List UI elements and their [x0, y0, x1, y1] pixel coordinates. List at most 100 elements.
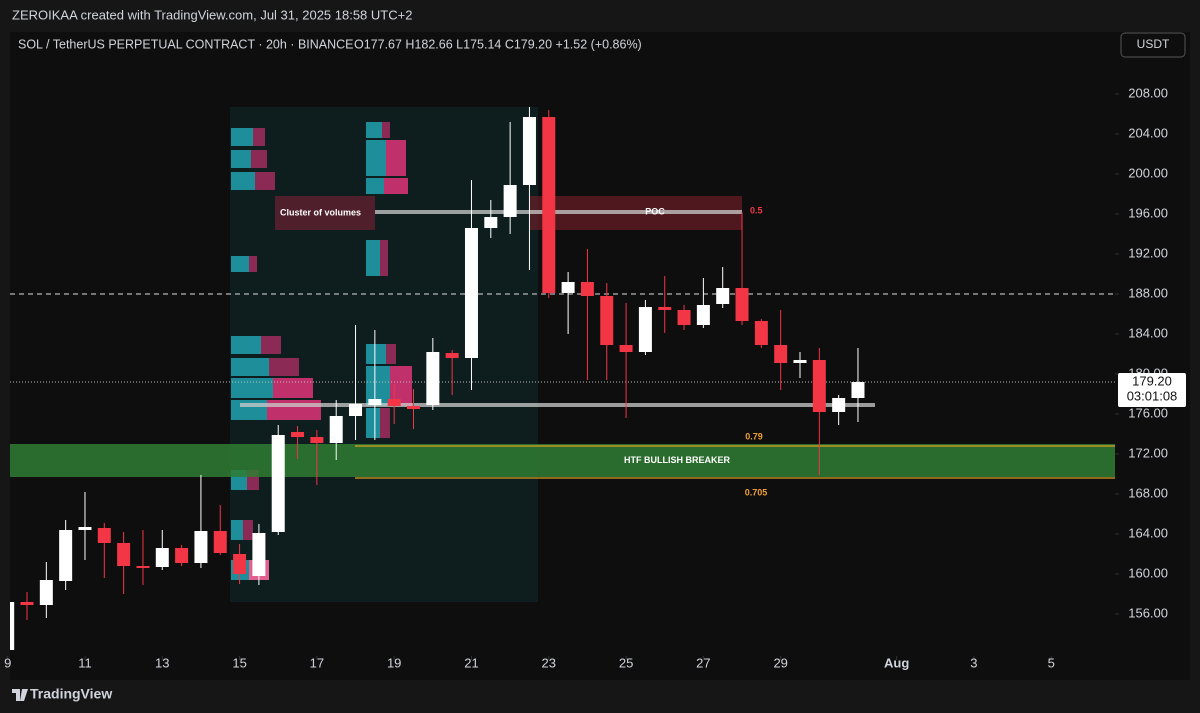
- volume-cluster-label: Cluster of volumes: [280, 207, 361, 217]
- x-tick-label: 19: [387, 655, 401, 670]
- candle-body: [754, 321, 768, 345]
- candle-body: [677, 310, 691, 325]
- candle-body: [484, 217, 498, 228]
- currency-button[interactable]: [1120, 32, 1186, 58]
- candle-body: [117, 543, 131, 566]
- profile-bar: [366, 408, 380, 438]
- candle-body: [774, 345, 788, 363]
- candle-body: [600, 296, 614, 345]
- candle-body: [696, 305, 710, 325]
- candle-body: [252, 533, 266, 576]
- y-tick-label: 164.00: [1128, 525, 1168, 540]
- profile-bar: [384, 178, 408, 194]
- x-tick-label: 9: [4, 655, 11, 670]
- candle-body: [793, 360, 807, 363]
- profile-bar: [380, 240, 388, 276]
- candle-body: [194, 531, 208, 563]
- profile-bar: [380, 408, 390, 438]
- profile-bar: [231, 358, 269, 376]
- chart-background: [10, 32, 1190, 680]
- candle-body: [580, 282, 594, 296]
- x-tick-label: 25: [619, 655, 633, 670]
- candle-body: [175, 548, 189, 563]
- profile-bar: [386, 344, 396, 364]
- candle-body: [851, 382, 865, 398]
- candle-body: [349, 404, 363, 416]
- y-tick-label: 204.00: [1128, 125, 1168, 140]
- profile-bar: [231, 520, 243, 540]
- candle-body: [59, 530, 73, 581]
- profile-bar: [249, 256, 257, 272]
- ohlc-legend: O177.67 H182.66 L175.14 C179.20 +1.52 (+…: [354, 37, 642, 51]
- footer-logo: TradingView: [30, 686, 112, 702]
- candle-body: [658, 307, 672, 310]
- candle-body: [407, 406, 421, 409]
- poc-label: POC: [645, 206, 665, 216]
- candle-body: [522, 117, 536, 185]
- profile-bar: [261, 336, 281, 354]
- price-tag-countdown: 03:01:08: [1127, 388, 1178, 403]
- y-tick-label: 200.00: [1128, 165, 1168, 180]
- profile-bar: [366, 140, 386, 176]
- candle-body: [638, 307, 652, 352]
- candle-body: [233, 554, 247, 574]
- x-tick-label: 17: [310, 655, 324, 670]
- fib-label: 0.5: [750, 205, 763, 215]
- candle-body: [97, 528, 111, 543]
- candle-body: [561, 282, 575, 293]
- x-tick-label: 11: [78, 655, 92, 670]
- profile-bar: [251, 150, 267, 168]
- candle-body: [368, 399, 382, 405]
- candle-body: [619, 345, 633, 352]
- currency-label[interactable]: USDT: [1137, 37, 1170, 51]
- candle-body: [291, 432, 305, 437]
- x-tick-label: 15: [232, 655, 246, 670]
- candle-body: [136, 566, 150, 568]
- breaker-zone: [10, 444, 1115, 477]
- candle-body: [310, 437, 324, 443]
- x-tick-label: 29: [773, 655, 787, 670]
- y-tick-label: 188.00: [1128, 285, 1168, 300]
- y-tick-label: 196.00: [1128, 205, 1168, 220]
- candle-body: [426, 352, 440, 405]
- profile-bar: [231, 336, 261, 354]
- profile-bar: [366, 122, 382, 138]
- price-tag-label: 179.20: [1132, 373, 1172, 388]
- y-tick-label: 172.00: [1128, 445, 1168, 460]
- profile-bar: [253, 128, 265, 146]
- x-tick-label: 21: [464, 655, 478, 670]
- volume-cluster-zone: [275, 196, 375, 230]
- y-tick-label: 168.00: [1128, 485, 1168, 500]
- profile-bar: [366, 240, 380, 276]
- candle-body: [503, 185, 517, 217]
- attribution: ZEROIKAA created with TradingView.com, J…: [12, 7, 412, 22]
- candle-body: [20, 602, 34, 605]
- profile-bar: [231, 150, 251, 168]
- logo-icon: [12, 689, 28, 701]
- y-tick-label: 184.00: [1128, 325, 1168, 340]
- candle-body: [464, 228, 478, 358]
- y-tick-label: 176.00: [1128, 405, 1168, 420]
- profile-bar: [390, 366, 412, 406]
- x-tick-label: 3: [970, 655, 977, 670]
- candle-body: [39, 580, 53, 605]
- y-tick-label: 156.00: [1128, 605, 1168, 620]
- x-tick-label: Aug: [884, 655, 909, 670]
- candle-body: [271, 435, 285, 532]
- candle-body: [445, 353, 459, 358]
- profile-bar: [243, 520, 253, 540]
- profile-bar: [269, 358, 299, 376]
- profile-bar: [231, 378, 273, 398]
- plot-area: [10, 107, 1115, 650]
- profile-bar: [231, 256, 249, 272]
- profile-bar: [386, 140, 406, 176]
- profile-bar: [382, 122, 390, 138]
- x-tick-label: 23: [542, 655, 556, 670]
- candle-body: [155, 548, 169, 567]
- breaker-zone-label: HTF BULLISH BREAKER: [624, 455, 730, 465]
- y-tick-label: 160.00: [1128, 565, 1168, 580]
- candle-body: [387, 399, 401, 406]
- profile-bar: [255, 172, 275, 190]
- chart-title: SOL / TetherUS PERPETUAL CONTRACT · 20h …: [18, 37, 354, 51]
